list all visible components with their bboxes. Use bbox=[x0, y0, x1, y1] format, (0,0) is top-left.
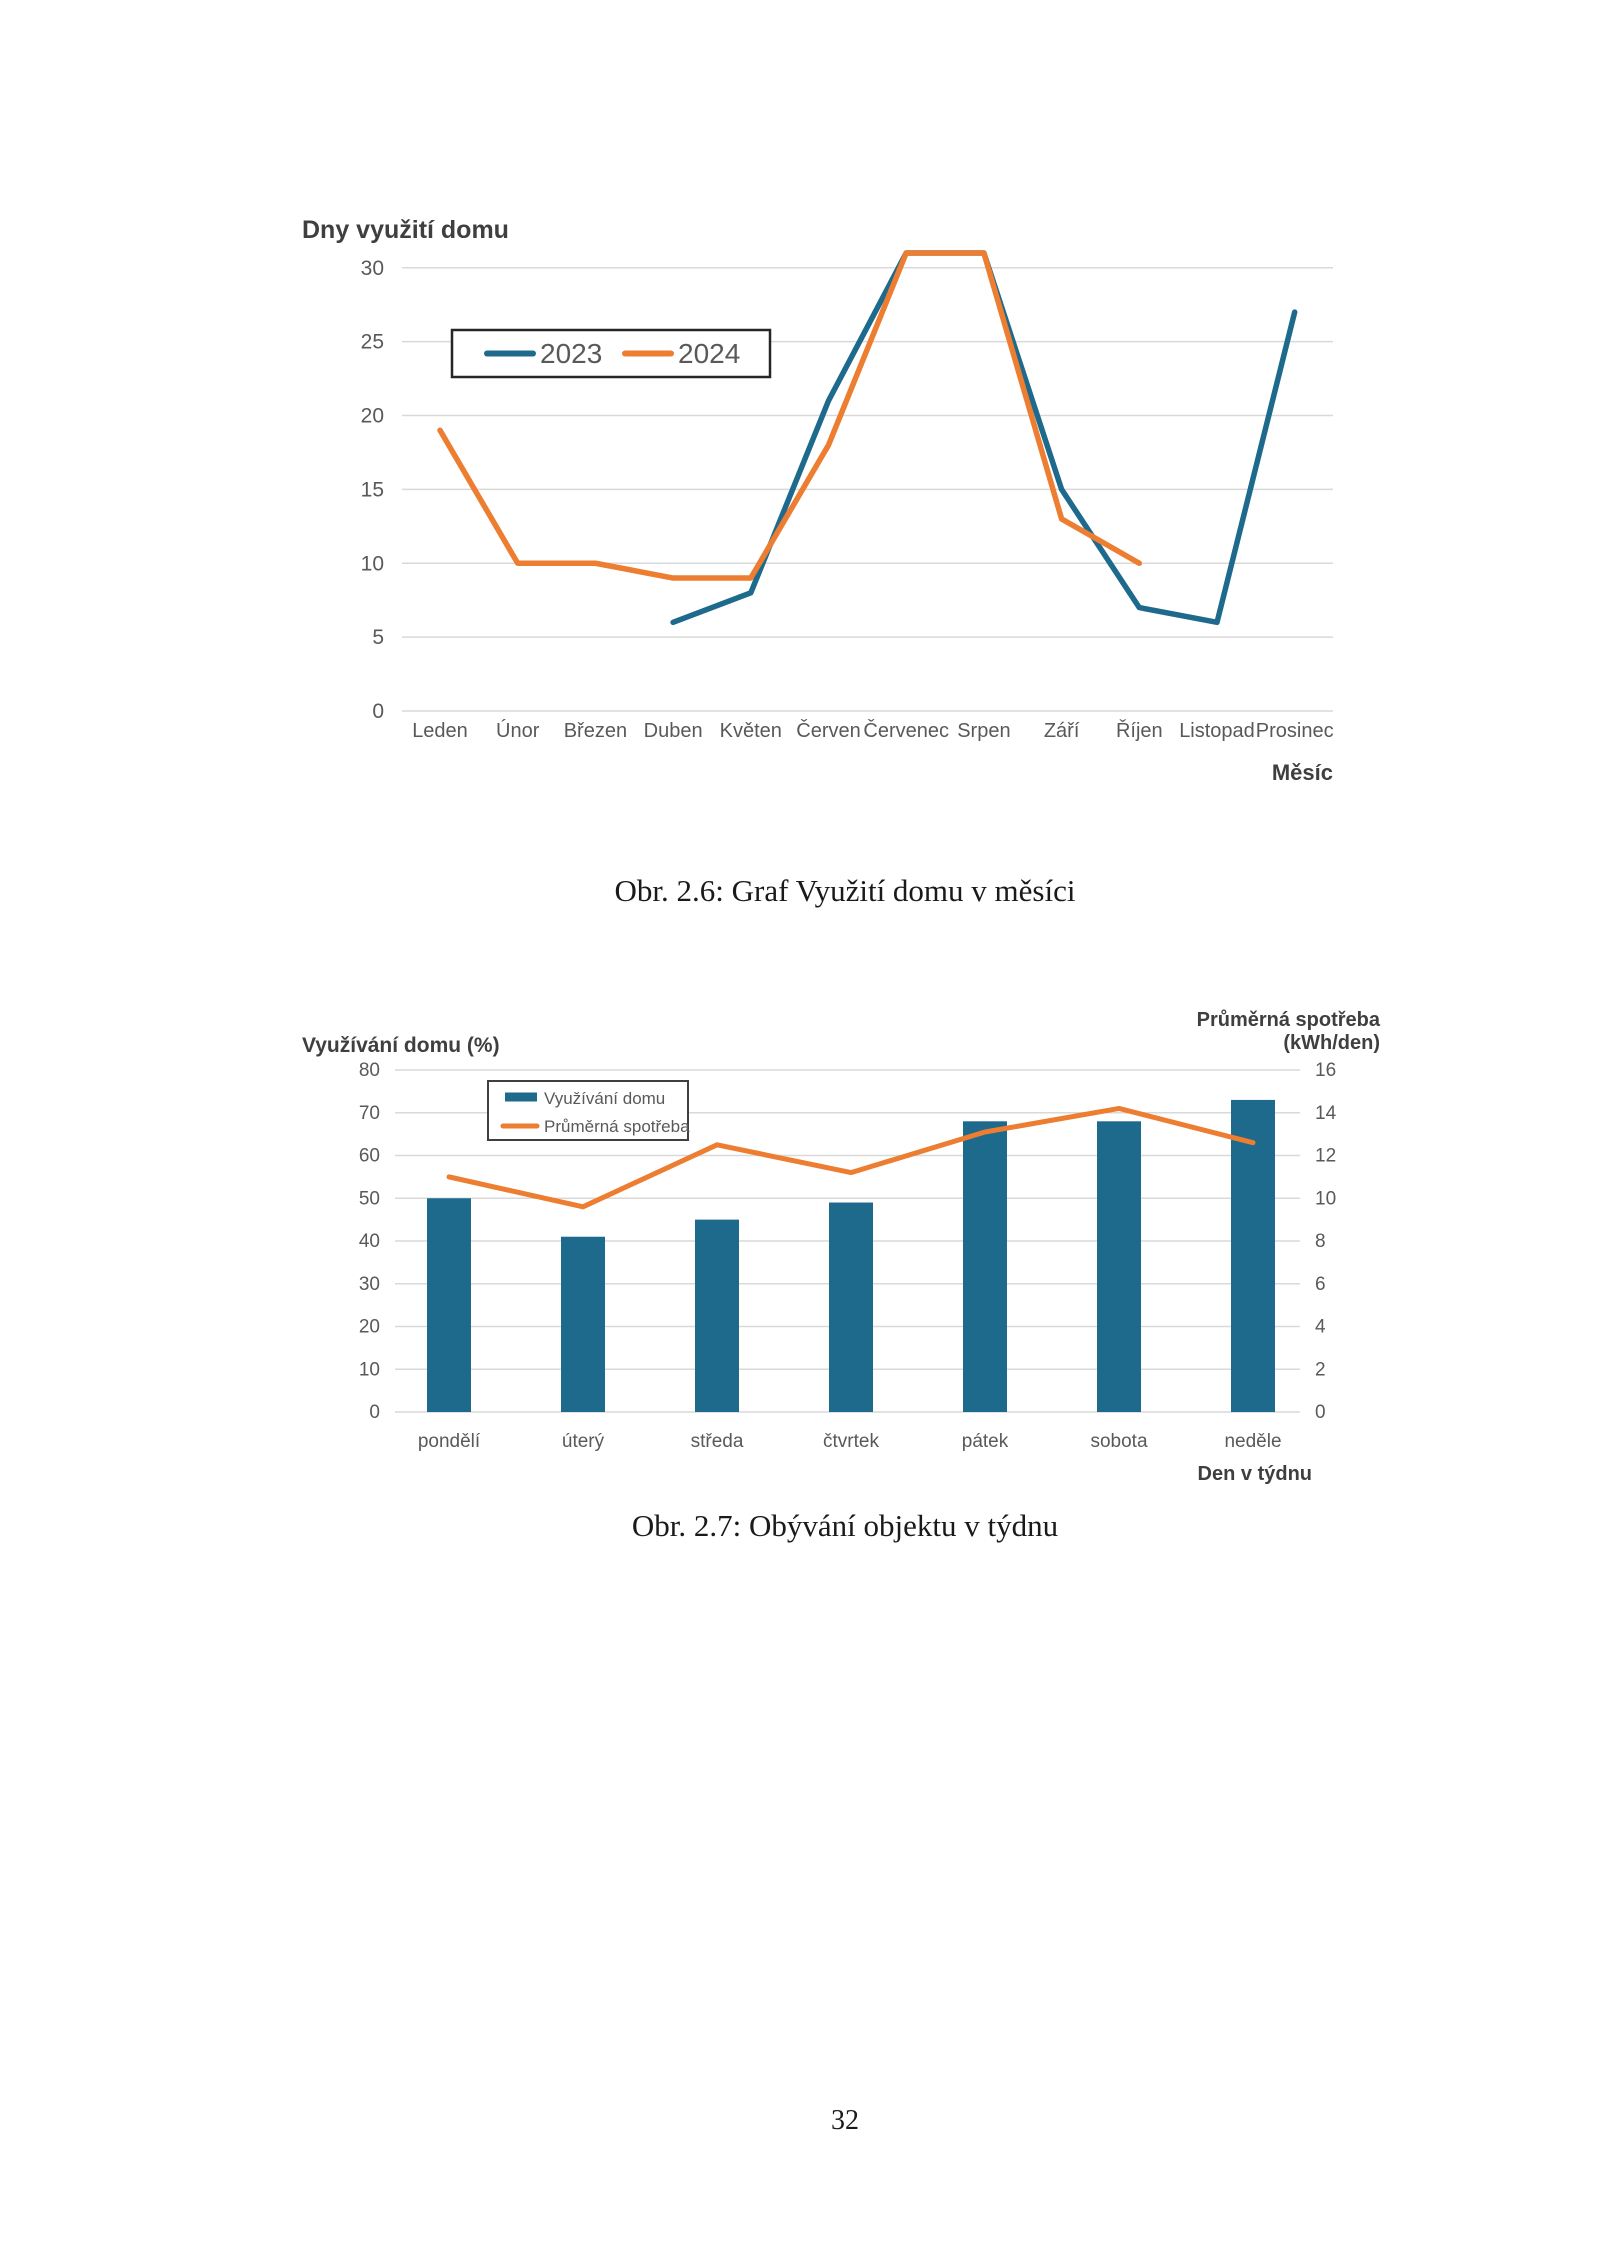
chart1-xtick-8: Září bbox=[1044, 720, 1080, 742]
chart2-left-axis-title: Využívání domu (%) bbox=[302, 1034, 500, 1057]
svg-text:Průměrná spotřeba: Průměrná spotřeba bbox=[1197, 1009, 1381, 1031]
chart1-series-2024 bbox=[437, 250, 1143, 581]
chart2-left-tick-20: 20 bbox=[359, 1317, 380, 1338]
chart1-xtick-0: Leden bbox=[412, 720, 468, 742]
chart2-bar-pátek bbox=[963, 1121, 1007, 1412]
chart1-xtick-9: Říjen bbox=[1116, 719, 1163, 742]
chart2-left-tick-80: 80 bbox=[359, 1060, 380, 1081]
chart1-month-labels: Leden Únor Březen Duben Květen Červen Červenec… bbox=[412, 719, 1333, 742]
chart1-gridlines: 0 5 10 15 20 25 30 bbox=[361, 257, 1333, 723]
chart2-left-tick-40: 40 bbox=[359, 1231, 380, 1252]
chart2-bar-úterý bbox=[561, 1236, 605, 1412]
chart2-legend: Využívání domu Průměrná spotřeba bbox=[487, 1080, 690, 1141]
chart1-legend-label-2023: 2023 bbox=[540, 338, 602, 369]
chart2-right-tick-14: 14 bbox=[1315, 1103, 1337, 1124]
chart1-title: Dny využití domu bbox=[302, 216, 509, 244]
chart2-right-tick-10: 10 bbox=[1315, 1188, 1336, 1209]
chart2-left-tick-0: 0 bbox=[369, 1402, 380, 1423]
chart1-ytick-20: 20 bbox=[361, 405, 384, 428]
chart2-legend-bar-swatch bbox=[505, 1092, 537, 1102]
chart2-right-tick-2: 2 bbox=[1315, 1359, 1326, 1380]
chart2-bar-pondělí bbox=[427, 1198, 471, 1412]
chart2-left-tick-60: 60 bbox=[359, 1146, 380, 1167]
chart-weekly-occupancy: Využívání domu (%)Průměrná spotřeba(kWh/… bbox=[302, 1009, 1381, 1485]
chart1-xtick-6: Červenec bbox=[863, 719, 949, 742]
chart2-xtick-6: neděle bbox=[1224, 1431, 1281, 1452]
chart2-x-axis-title: Den v týdnu bbox=[1198, 1463, 1312, 1485]
chart1-xtick-1: Únor bbox=[496, 719, 540, 742]
chart1-ytick-5: 5 bbox=[372, 626, 384, 649]
chart2-right-tick-12: 12 bbox=[1315, 1146, 1336, 1167]
chart2-bars bbox=[427, 1099, 1275, 1412]
chart1-legend-label-2024: 2024 bbox=[678, 338, 740, 369]
chart1-xtick-5: Červen bbox=[796, 719, 860, 742]
chart2-day-labels: pondělí úterý středa čtvrtek pátek sobota nedě… bbox=[418, 1431, 1282, 1452]
chart2-consumption-line bbox=[446, 1105, 1256, 1210]
figure-caption-2-7: Obr. 2.7: Obývání objektu v týdnu bbox=[631, 1508, 1059, 1543]
chart2-left-tick-70: 70 bbox=[359, 1103, 380, 1124]
chart1-ytick-10: 10 bbox=[361, 552, 384, 575]
chart1-xtick-3: Duben bbox=[644, 720, 703, 742]
chart1-x-axis-title: Měsíc bbox=[1272, 760, 1333, 785]
chart2-xtick-2: středa bbox=[691, 1431, 744, 1452]
chart1-series-2023 bbox=[670, 250, 1298, 626]
chart2-xtick-0: pondělí bbox=[418, 1431, 481, 1452]
chart2-right-tick-4: 4 bbox=[1315, 1317, 1326, 1338]
figure-caption-2-6: Obr. 2.6: Graf Využití domu v měsíci bbox=[614, 873, 1076, 908]
chart2-right-axis-title: Průměrná spotřeba(kWh/den) bbox=[1197, 1009, 1381, 1054]
chart2-right-tick-0: 0 bbox=[1315, 1402, 1326, 1423]
chart1-legend: 2023 2024 bbox=[450, 328, 772, 379]
chart-monthly-house-usage: Dny využití domu 0 5 10 15 20 25 30 Leden Únor Bře… bbox=[302, 216, 1334, 785]
chart2-bar-sobota bbox=[1097, 1121, 1141, 1412]
chart2-left-tick-10: 10 bbox=[359, 1359, 380, 1380]
chart2-legend-label-bars: Využívání domu bbox=[544, 1089, 665, 1108]
chart1-ytick-0: 0 bbox=[372, 700, 384, 723]
chart1-ytick-15: 15 bbox=[361, 478, 384, 501]
chart2-right-tick-8: 8 bbox=[1315, 1231, 1326, 1252]
chart2-xtick-5: sobota bbox=[1090, 1431, 1147, 1452]
chart2-right-tick-16: 16 bbox=[1315, 1060, 1336, 1081]
chart1-ytick-25: 25 bbox=[361, 331, 384, 354]
chart1-ytick-30: 30 bbox=[361, 257, 384, 280]
chart2-bar-neděle bbox=[1231, 1099, 1275, 1412]
chart2-bar-středa bbox=[695, 1219, 739, 1412]
chart2-xtick-4: pátek bbox=[962, 1431, 1009, 1452]
chart2-right-tick-6: 6 bbox=[1315, 1274, 1326, 1295]
chart1-xtick-4: Květen bbox=[720, 720, 782, 742]
svg-text:(kWh/den): (kWh/den) bbox=[1283, 1032, 1380, 1054]
chart1-xtick-2: Březen bbox=[564, 720, 627, 742]
chart2-left-tick-50: 50 bbox=[359, 1188, 380, 1209]
page-number: 32 bbox=[831, 2105, 859, 2136]
chart2-xtick-1: úterý bbox=[562, 1431, 605, 1452]
chart1-xtick-11: Prosinec bbox=[1256, 720, 1334, 742]
chart2-legend-label-line: Průměrná spotřeba bbox=[544, 1117, 690, 1136]
chart1-xtick-7: Srpen bbox=[957, 720, 1010, 742]
chart1-xtick-10: Listopad bbox=[1179, 720, 1255, 742]
chart2-left-tick-30: 30 bbox=[359, 1274, 380, 1295]
chart2-xtick-3: čtvrtek bbox=[823, 1431, 879, 1452]
chart2-bar-čtvrtek bbox=[829, 1202, 873, 1412]
